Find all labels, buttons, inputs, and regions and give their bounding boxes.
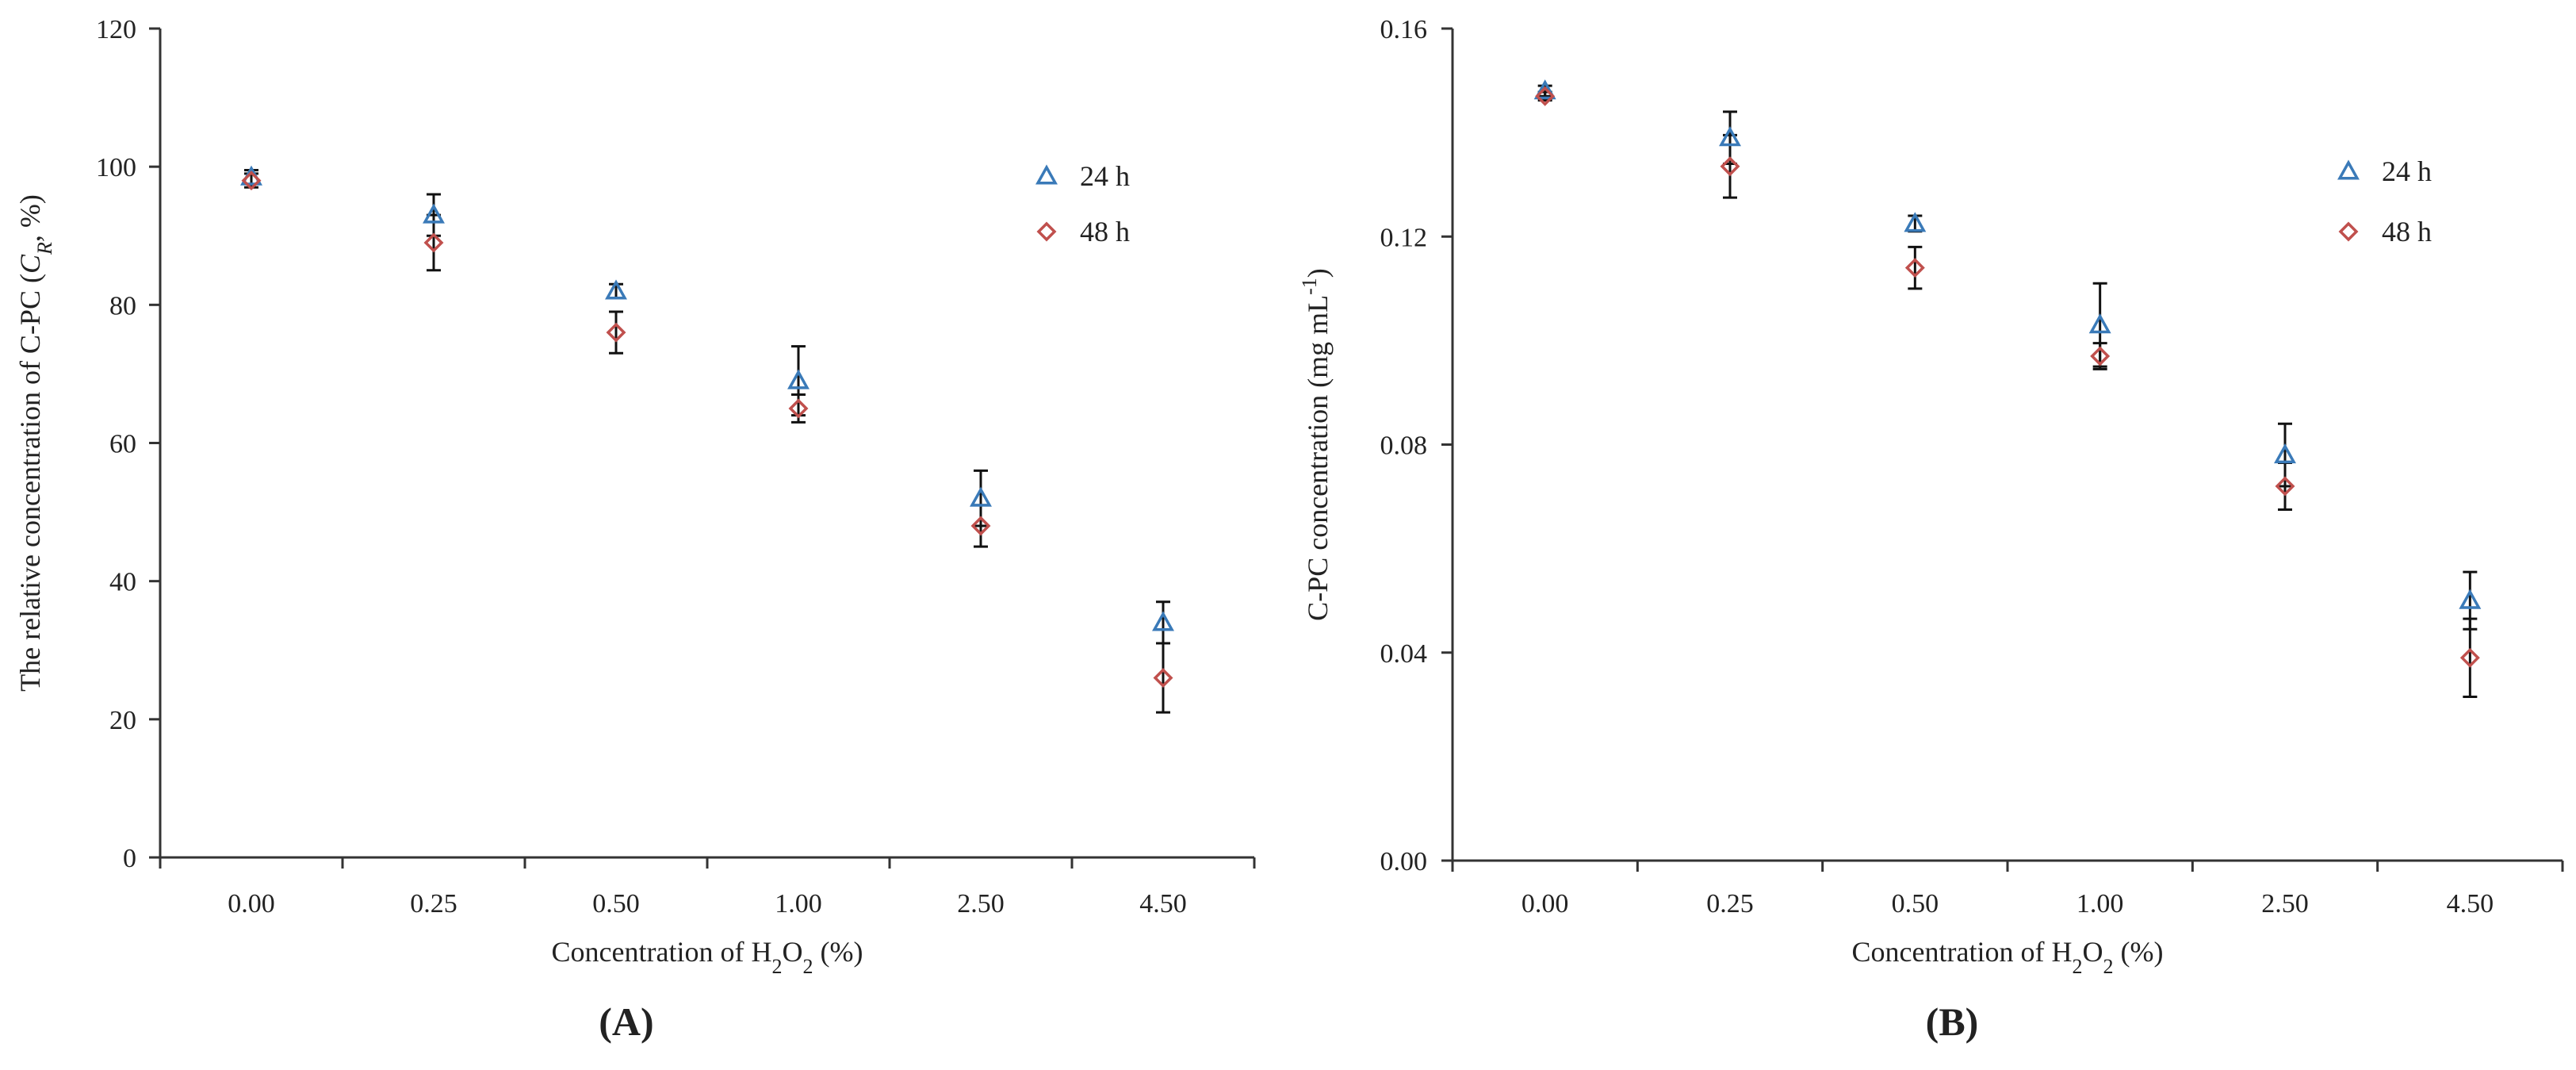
x-tick-label: 1.00 xyxy=(775,889,822,919)
data-point-48h xyxy=(1153,668,1173,688)
x-axis-title-sub: 2 xyxy=(2103,955,2113,978)
y-tick-label: 20 xyxy=(109,706,136,735)
x-tick-label: 0.25 xyxy=(410,889,457,919)
y-tick-label: 0.00 xyxy=(1380,847,1428,876)
y-tick-label: 0 xyxy=(123,844,136,873)
x-axis-title: Concentration of H2O2 (%) xyxy=(1852,936,2164,978)
x-tick-label: 0.50 xyxy=(592,889,640,919)
x-tick-label: 4.50 xyxy=(1139,889,1187,919)
data-point-48h xyxy=(2275,476,2295,497)
data-point-48h xyxy=(423,232,444,253)
legend-label: 24 h xyxy=(1080,160,1130,192)
legend-label: 48 h xyxy=(2382,216,2432,247)
error-bar xyxy=(2463,617,2478,698)
error-bar xyxy=(1156,642,1170,714)
data-point-48h xyxy=(606,322,626,343)
error-bar xyxy=(1908,245,1923,290)
data-point-48h xyxy=(2459,647,2480,668)
chart-panel-b: 0.00 0.04 0.08 0.12 0.16 0.00 0.25 0.50 1.00 2.50… xyxy=(1298,15,2564,1044)
legend-marker-diamond xyxy=(2338,221,2359,242)
x-axis-title-text: (%) xyxy=(2113,936,2163,968)
x-axis-title-sub: 2 xyxy=(771,955,782,978)
y-axis-title-italic: C xyxy=(14,254,46,274)
y-axis-title-text: C-PC concentration (mg mL xyxy=(1302,295,1334,621)
data-point-24h xyxy=(605,279,627,300)
y-tick-label: 60 xyxy=(109,430,136,459)
data-point-24h xyxy=(1904,212,1927,232)
x-axis-title-text: (%) xyxy=(813,936,863,968)
x-tick-label: 0.50 xyxy=(1892,889,1939,919)
legend: 24 h 48 h xyxy=(1035,160,1130,247)
x-axis-title-text: Concentration of H xyxy=(552,936,772,968)
data-point-24h xyxy=(787,369,810,389)
data-point-24h xyxy=(1152,611,1174,631)
data-point-24h xyxy=(2274,443,2296,464)
panel-label: (A) xyxy=(599,999,653,1044)
legend-label: 24 h xyxy=(2382,155,2432,187)
y-axis-title-text: , %) xyxy=(14,194,46,242)
y-tick-label: 0.16 xyxy=(1380,15,1428,44)
x-axis-title-sub: 2 xyxy=(2072,955,2082,978)
x-tick-label: 0.00 xyxy=(228,889,275,919)
data-point-48h xyxy=(788,398,809,419)
x-axis-title-sub: 2 xyxy=(802,955,813,978)
data-point-24h xyxy=(1533,79,1556,100)
y-tick-label: 40 xyxy=(109,568,136,597)
y-axis-title: C-PC concentration (mg mL-1) xyxy=(1298,268,1334,621)
y-axis-title-text: The relative concentration of C-PC ( xyxy=(14,274,46,692)
x-axis-title-text: O xyxy=(2082,936,2103,968)
y-tick-label: 80 xyxy=(109,291,136,320)
y-tick-label: 100 xyxy=(96,153,136,182)
x-axis-title: Concentration of H2O2 (%) xyxy=(552,936,863,978)
legend-marker-triangle xyxy=(1035,164,1058,185)
data-point-48h xyxy=(1720,156,1740,177)
legend-label: 48 h xyxy=(1080,216,1130,247)
y-axis-title-sup: -1 xyxy=(1298,278,1321,295)
legend-marker-diamond xyxy=(1036,221,1057,242)
y-tick-label: 0.04 xyxy=(1380,639,1428,669)
data-point-24h xyxy=(2459,589,2482,609)
data-point-48h xyxy=(970,516,991,536)
x-tick-label: 1.00 xyxy=(2076,889,2124,919)
x-tick-label: 2.50 xyxy=(2261,889,2309,919)
legend: 24 h 48 h xyxy=(2337,155,2432,247)
x-axis-title-text: O xyxy=(782,936,802,968)
y-axis-title: The relative concentration of C-PC (CR, … xyxy=(14,194,56,692)
x-axis-title-text: Concentration of H xyxy=(1852,936,2073,968)
data-point-48h xyxy=(1904,258,1925,278)
y-tick-label: 0.08 xyxy=(1380,431,1428,461)
data-point-24h xyxy=(423,203,445,224)
y-axis-title-text: ) xyxy=(1302,268,1334,278)
x-tick-label: 0.25 xyxy=(1706,889,1754,919)
x-tick-label: 4.50 xyxy=(2447,889,2494,919)
error-bar xyxy=(609,310,623,355)
data-point-24h xyxy=(2088,313,2111,334)
x-tick-label: 0.00 xyxy=(1521,889,1569,919)
x-tick-label: 2.50 xyxy=(957,889,1005,919)
y-tick-label: 120 xyxy=(96,15,136,44)
data-point-24h xyxy=(1719,126,1741,147)
data-point-24h xyxy=(970,486,992,507)
y-axis-title-sub: R xyxy=(33,242,56,255)
chart-panel-a: 0 20 40 60 80 100 120 0.00 0.25 0.50 1.00 2.50 4.50 C… xyxy=(14,15,1256,1044)
legend-marker-triangle xyxy=(2337,159,2360,180)
data-point-48h xyxy=(2090,346,2111,366)
data-point-48h xyxy=(1535,86,1556,106)
panel-label: (B) xyxy=(1926,999,1979,1044)
y-tick-label: 0.12 xyxy=(1380,223,1428,252)
data-point-48h xyxy=(241,171,262,191)
